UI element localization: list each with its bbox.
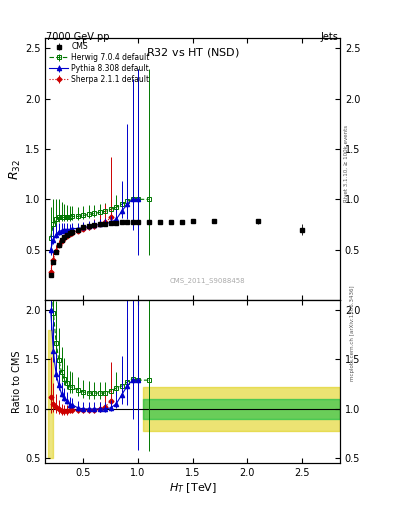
Text: mcplots.cern.ch [arXiv:1306.3436]: mcplots.cern.ch [arXiv:1306.3436]	[350, 285, 355, 380]
Text: Jets: Jets	[321, 32, 339, 42]
Y-axis label: $R_{32}$: $R_{32}$	[8, 159, 24, 180]
Text: CMS_2011_S9088458: CMS_2011_S9088458	[169, 278, 245, 284]
Text: R32 vs HT $\mathregular{(NSD)}$: R32 vs HT $\mathregular{(NSD)}$	[146, 46, 239, 59]
Legend: CMS, Herwig 7.0.4 default, Pythia 8.308 default, Sherpa 2.1.1 default: CMS, Herwig 7.0.4 default, Pythia 8.308 …	[48, 40, 151, 86]
Y-axis label: Ratio to CMS: Ratio to CMS	[12, 350, 22, 413]
X-axis label: $H_T$ [TeV]: $H_T$ [TeV]	[169, 481, 217, 495]
Text: 7000 GeV pp: 7000 GeV pp	[46, 32, 110, 42]
Text: Rivet 3.1.10, ≥ 100k events: Rivet 3.1.10, ≥ 100k events	[344, 125, 349, 202]
